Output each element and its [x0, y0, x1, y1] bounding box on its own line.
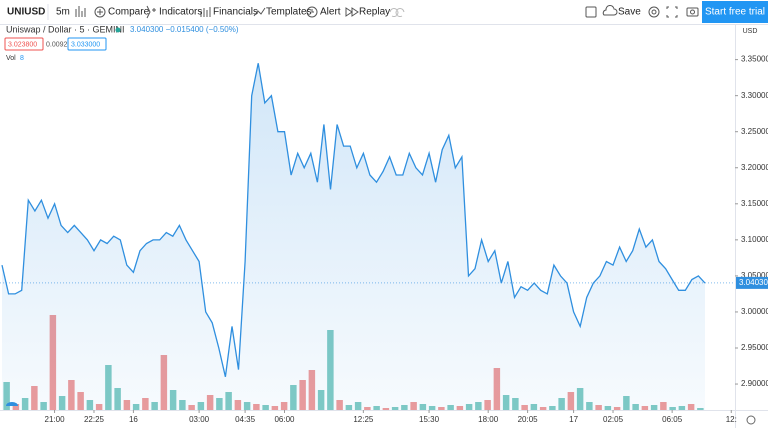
save[interactable]: Save	[618, 7, 641, 18]
x-tick-label: 12:25	[353, 415, 374, 424]
financials-icon[interactable]	[200, 7, 211, 17]
indicators[interactable]: Indicators	[159, 7, 202, 18]
box-value: 3.023800	[8, 41, 37, 48]
area	[2, 63, 705, 410]
x-tick-label: 06:00	[274, 415, 295, 424]
x-tick-label: 15:30	[419, 415, 440, 424]
cta-button[interactable]	[702, 1, 768, 23]
y-tick-label: 3.000000	[741, 307, 768, 316]
x-tick-label: 12:	[726, 415, 737, 424]
replay-icon[interactable]	[345, 7, 359, 17]
symbol[interactable]: UNIUSD	[7, 7, 45, 18]
x-tick-label: 17	[569, 415, 578, 424]
y-tick-label: 3.350000	[741, 55, 768, 64]
financials[interactable]: Financials	[213, 7, 258, 18]
x-tick-label: 20:05	[518, 415, 539, 424]
fullscreen-icon[interactable]	[666, 6, 678, 18]
vol-value: 8	[20, 55, 24, 62]
y-tick-label: 3.300000	[741, 91, 768, 100]
market-dot	[115, 27, 121, 33]
toolbar: UNIUSD 5m Compare Indicators Financials …	[0, 1, 768, 25]
x-tick-label: 18:00	[478, 415, 499, 424]
y-tick-label: 3.250000	[741, 127, 768, 136]
interval[interactable]: 5m	[56, 7, 70, 18]
icons	[75, 5, 699, 19]
change: 3.040300 −0.015400 (−0.50%)	[130, 25, 239, 34]
price-line	[1, 63, 706, 377]
templates-icon[interactable]	[253, 7, 266, 17]
undo-redo[interactable]	[389, 8, 405, 17]
alert-icon[interactable]	[306, 6, 318, 18]
snapshot-icon[interactable]	[686, 7, 699, 17]
box-value: 3.033000	[71, 41, 100, 48]
legend: Uniswap / Dollar · 5 · GEMINI 3.040300 −…	[4, 24, 239, 62]
y-tick-label: 3.150000	[741, 199, 768, 208]
replay[interactable]: Replay	[359, 7, 390, 18]
x-tick-label: 06:05	[662, 415, 683, 424]
y-tick-label: 2.950000	[741, 343, 768, 352]
layout-icon[interactable]	[585, 6, 597, 18]
footer-icons	[6, 402, 756, 425]
bar-style-icon[interactable]	[75, 6, 86, 17]
x-tick-label: 16	[129, 415, 138, 424]
axis-settings[interactable]	[746, 415, 756, 425]
vol-label: Vol	[6, 55, 16, 62]
compare[interactable]: Compare	[108, 7, 150, 18]
y-tick-label: 3.100000	[741, 235, 768, 244]
logo	[6, 402, 18, 406]
indicators-icon[interactable]	[146, 5, 156, 19]
last-price-label: 3.040300	[739, 278, 768, 287]
x-tick-label: 03:00	[189, 415, 210, 424]
plot: 2.900000 2.950000 3.000000 3.050000 3.100000…	[0, 25, 768, 428]
save-icon[interactable]	[602, 5, 618, 16]
compare-icon[interactable]	[94, 6, 106, 18]
cta-label[interactable]: Start free trial	[705, 7, 765, 18]
x-tick-label: 04:35	[235, 415, 256, 424]
alert[interactable]: Alert	[320, 7, 341, 18]
box	[4, 37, 44, 51]
series-name: Uniswap / Dollar · 5 · GEMINI	[6, 24, 125, 34]
y-tick-label: 3.050000	[741, 271, 768, 280]
currency: USD	[743, 28, 758, 35]
box	[67, 37, 107, 51]
y-tick-label: 2.900000	[741, 379, 768, 388]
templates[interactable]: Templates	[266, 7, 312, 18]
y-tick-label: 3.200000	[741, 163, 768, 172]
last-price-tag	[736, 276, 768, 289]
x-tick-label: 21:00	[45, 415, 66, 424]
x-tick-label: 22:25	[84, 415, 105, 424]
x-tick-label: 02:05	[603, 415, 624, 424]
box-value: 0.009200	[46, 41, 75, 48]
settings-icon[interactable]	[648, 6, 660, 18]
